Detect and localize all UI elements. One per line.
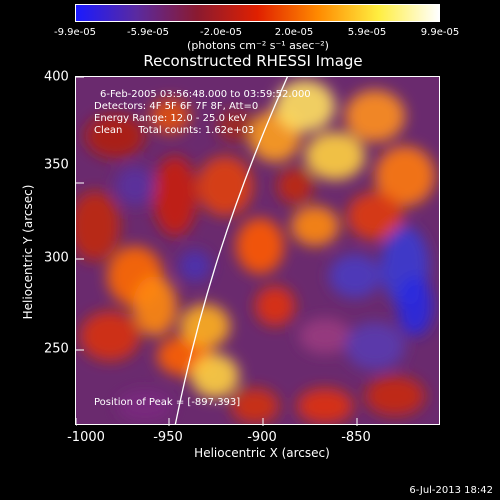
info-detectors: Detectors: 4F 5F 6F 7F 8F, Att=0	[94, 101, 259, 112]
y-tick-label: 350	[44, 157, 69, 173]
intensity-blob	[236, 218, 284, 274]
intensity-blob	[75, 191, 120, 261]
intensity-blob	[179, 250, 211, 282]
intensity-blob	[297, 388, 353, 424]
colorbar	[75, 4, 440, 22]
intensity-blob	[375, 146, 435, 206]
x-tick-label: -850	[341, 430, 371, 445]
intensity-blob	[329, 254, 381, 298]
x-axis-label: Heliocentric X (arcsec)	[194, 446, 330, 460]
intensity-blob	[231, 388, 279, 424]
x-tick-label: -1000	[67, 430, 105, 445]
colorbar-tick: -5.9e-05	[127, 27, 169, 38]
intensity-blob	[191, 354, 239, 398]
colorbar-tick: 2.0e-05	[274, 27, 314, 38]
intensity-blob	[197, 156, 253, 216]
rhessi-image	[75, 76, 440, 425]
intensity-blob	[180, 304, 230, 348]
info-clean: Clean Total counts: 1.62e+03	[94, 125, 255, 136]
plot-title: Reconstructed RHESSI Image	[143, 52, 363, 70]
intensity-blob	[80, 311, 140, 361]
x-tick-label: -950	[153, 430, 183, 445]
intensity-blob	[305, 132, 365, 180]
x-tick-label: -900	[247, 430, 277, 445]
intensity-blob	[255, 286, 295, 326]
intensity-blob	[365, 376, 425, 416]
rhessi-image-svg	[75, 76, 440, 425]
timestamp: 6-Jul-2013 18:42	[409, 485, 493, 496]
y-tick-label: 300	[44, 250, 69, 266]
intensity-blob	[133, 276, 177, 336]
colorbar-tick: 5.9e-05	[347, 27, 387, 38]
solar-limb-curve	[174, 76, 289, 425]
info-time: 6-Feb-2005 03:56:48.000 to 03:59:52.000	[100, 89, 311, 100]
colorbar-unit: (photons cm⁻² s⁻¹ asec⁻²)	[187, 39, 329, 52]
intensity-blob	[299, 318, 351, 354]
intensity-blob	[291, 206, 339, 246]
intensity-blob	[217, 110, 253, 142]
intensity-blob	[275, 80, 335, 132]
colorbar-tick: 9.9e-05	[420, 27, 460, 38]
intensity-blob	[115, 166, 155, 206]
intensity-blob	[347, 192, 403, 240]
intensity-map	[75, 80, 435, 424]
y-tick-label: 250	[44, 341, 69, 357]
intensity-blob	[345, 90, 405, 142]
colorbar-tick: -9.9e-05	[54, 27, 96, 38]
intensity-blob	[397, 276, 433, 336]
intensity-blob	[345, 322, 405, 370]
intensity-blob	[85, 114, 145, 158]
info-peak: Position of Peak = [-897,393]	[94, 397, 241, 408]
y-axis-label: Heliocentric Y (arcsec)	[21, 184, 35, 320]
intensity-blob	[153, 156, 197, 236]
info-energy: Energy Range: 12.0 - 25.0 keV	[94, 113, 247, 124]
intensity-blob	[117, 390, 173, 422]
intensity-blob	[150, 98, 190, 134]
colorbar-tick: -2.0e-05	[200, 27, 242, 38]
y-tick-label: 400	[44, 69, 69, 85]
intensity-blob	[277, 168, 313, 204]
